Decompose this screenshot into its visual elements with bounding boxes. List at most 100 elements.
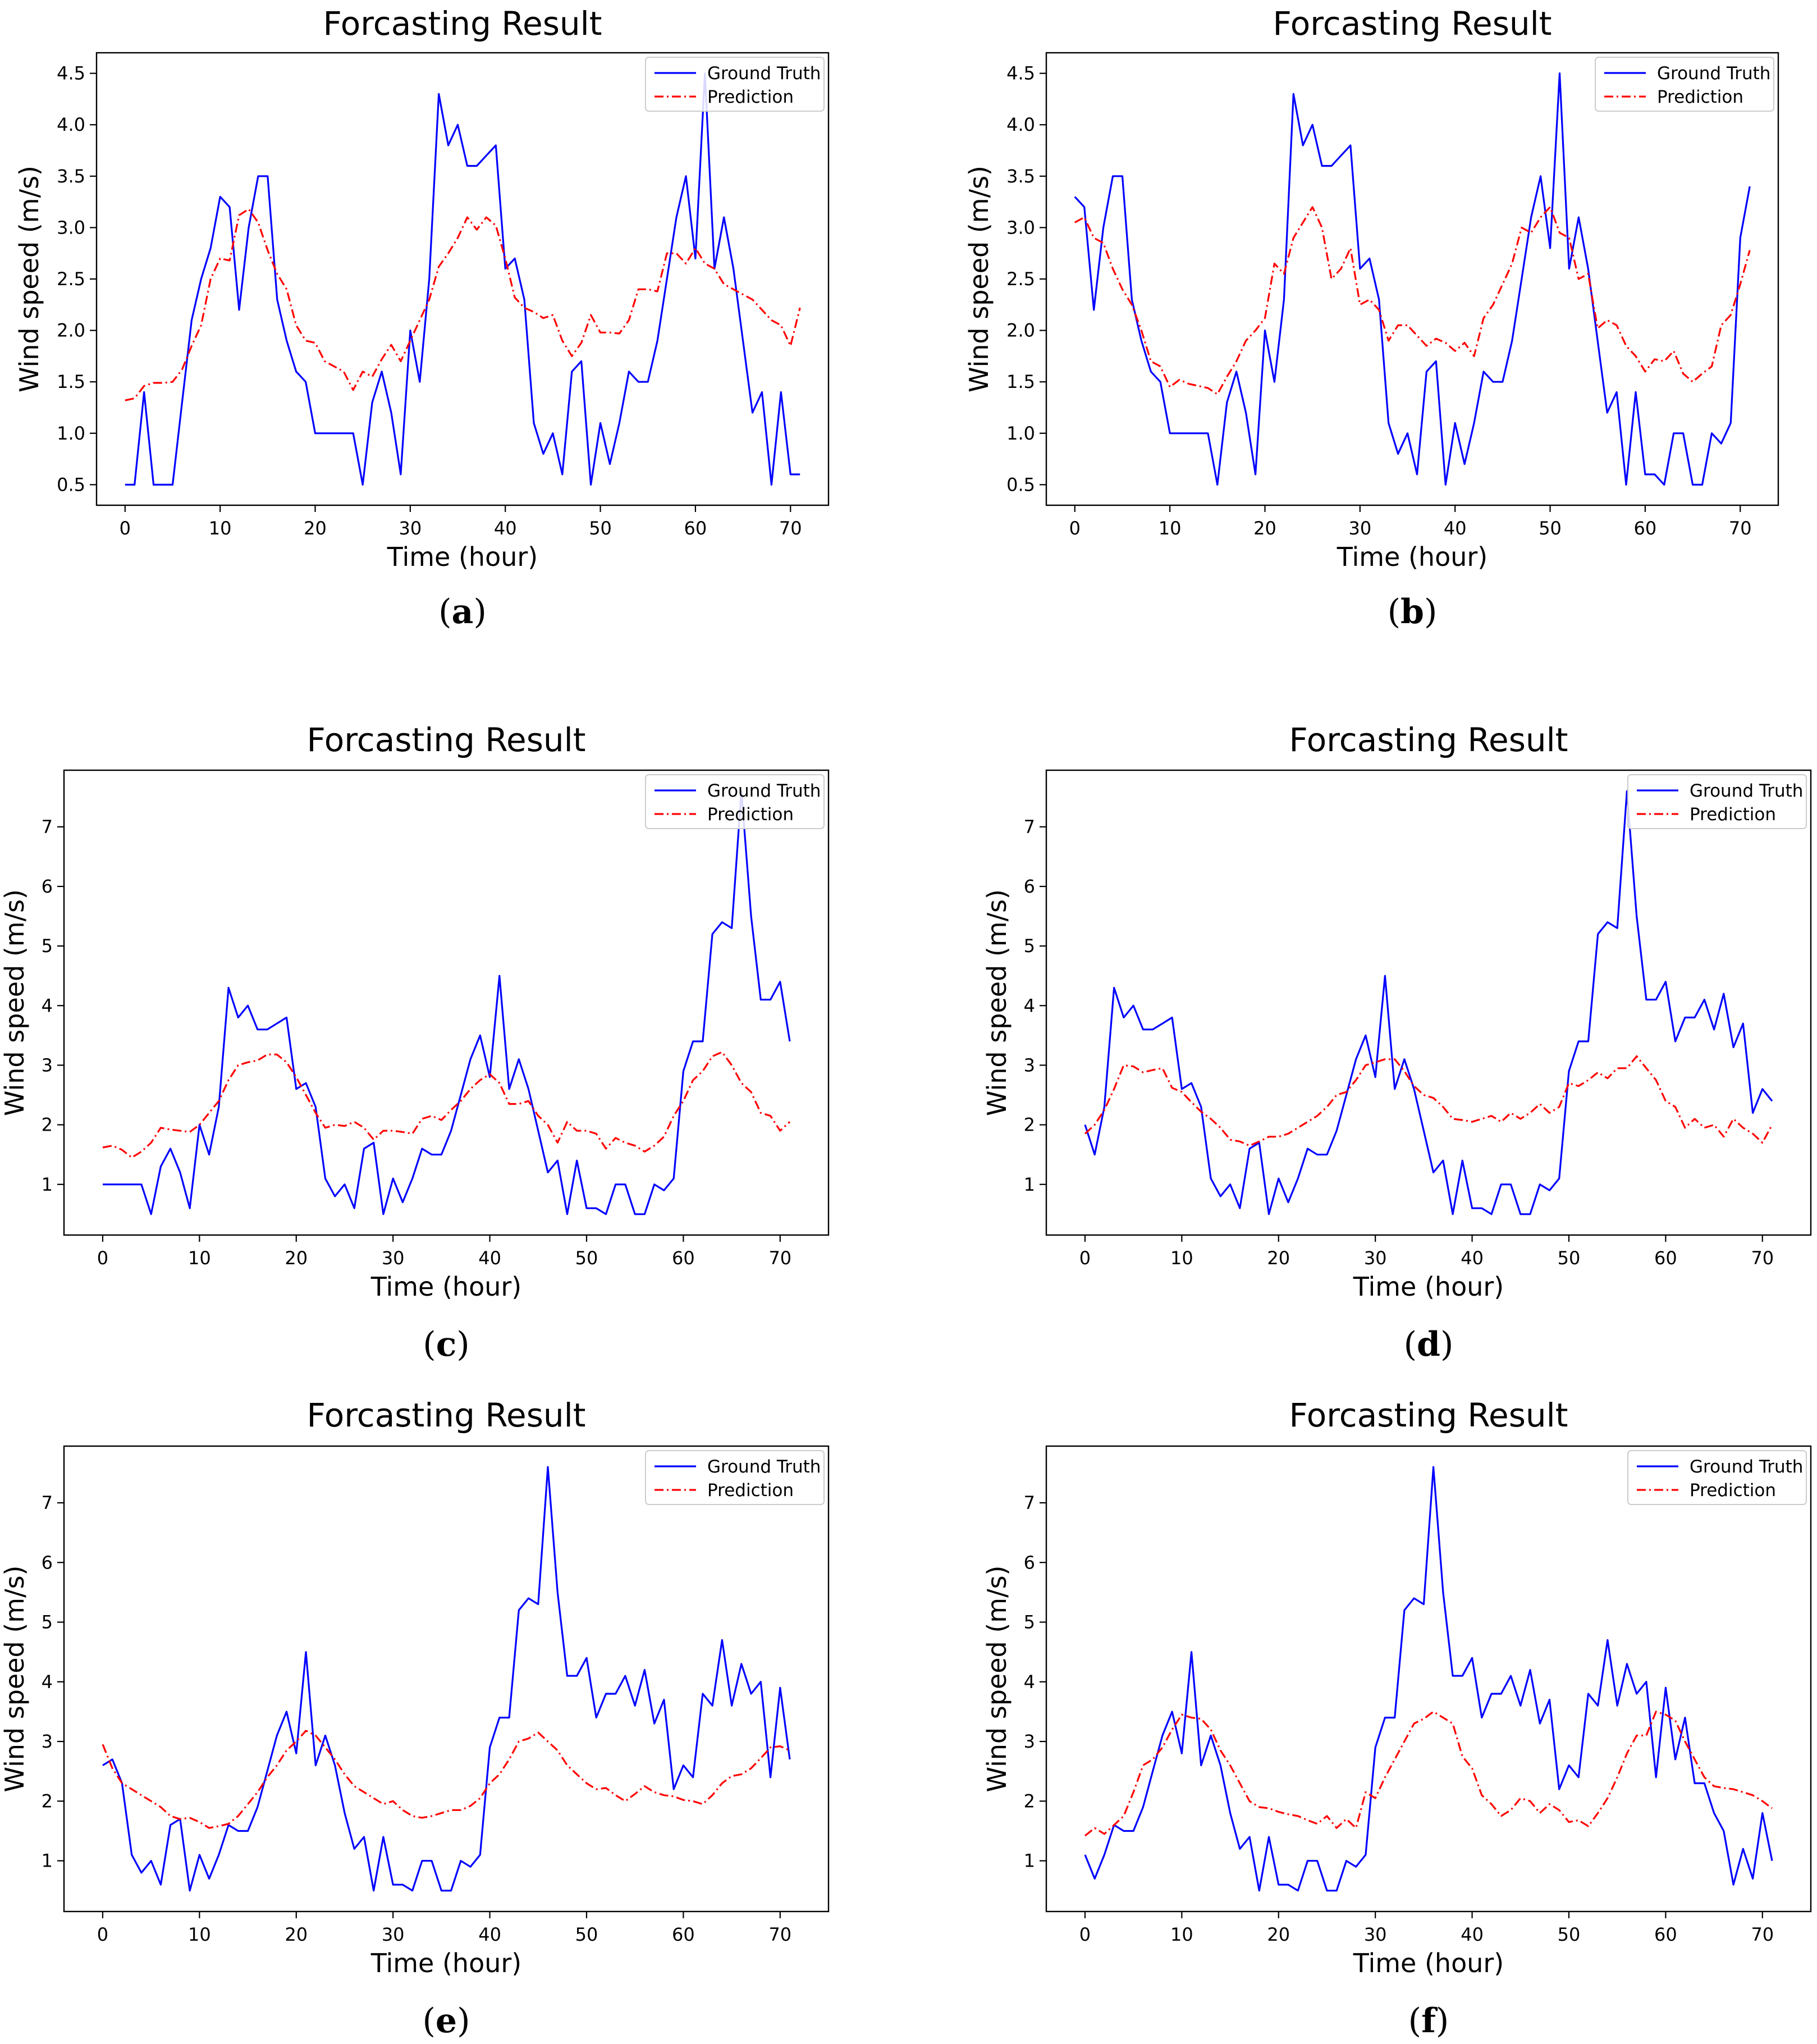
x-tick-label: 20 <box>285 1247 308 1269</box>
y-tick-label: 0.5 <box>57 474 85 495</box>
panel-label: (e) <box>422 2001 470 2041</box>
x-tick-label: 10 <box>1170 1247 1193 1269</box>
x-tick-label: 30 <box>382 1247 405 1269</box>
legend-entry: Prediction <box>707 87 794 107</box>
prediction-line <box>102 1051 791 1159</box>
prediction-line <box>102 1730 790 1829</box>
y-tick-label: 2 <box>1024 1790 1035 1812</box>
x-tick-label: 70 <box>779 518 802 539</box>
chart-panel-c: Forcasting Result 0 10 20 30 40 50 60 70 1 2 3 4 5 6 7 T… <box>0 721 830 1364</box>
x-tick-label: 60 <box>1654 1924 1677 1945</box>
legend-entry: Prediction <box>707 804 794 825</box>
plot-frame <box>1045 769 1812 1236</box>
y-tick-label: 3 <box>1024 1731 1035 1752</box>
x-tick-label: 0 <box>1079 1924 1091 1945</box>
y-tick-label: 7 <box>1024 1492 1035 1513</box>
plot-frame <box>63 769 830 1236</box>
legend-entry: Ground Truth <box>707 781 821 801</box>
y-tick-label: 6 <box>1024 1552 1035 1573</box>
ground-truth-line <box>1084 1466 1773 1892</box>
legend-box <box>1595 57 1774 112</box>
x-tick-label: 70 <box>768 1247 791 1269</box>
prediction-line <box>1084 1711 1773 1837</box>
y-tick-label: 7 <box>42 1492 53 1513</box>
legend-entry: Ground Truth <box>707 63 821 84</box>
y-tick-label: 3.5 <box>57 166 85 187</box>
legend: Ground Truth Prediction <box>645 57 825 112</box>
legend: Ground Truth Prediction <box>645 774 825 829</box>
chart-title: Forcasting Result <box>306 1396 585 1434</box>
y-tick-label: 3.0 <box>57 217 85 238</box>
y-axis-label: Wind speed (m/s) <box>982 889 1012 1116</box>
x-axis-label: Time (hour) <box>1353 1272 1504 1302</box>
x-tick-label: 50 <box>589 518 612 539</box>
x-tick-label: 70 <box>768 1924 791 1945</box>
y-tick-label: 1 <box>1024 1850 1035 1872</box>
y-tick-label: 4 <box>42 995 53 1016</box>
chart-panel-b: Forcasting Result 0 10 20 30 40 50 60 70 0.5 1.0 1.… <box>964 4 1779 632</box>
x-tick-label: 30 <box>1348 518 1371 539</box>
y-tick-label: 3 <box>42 1054 53 1076</box>
chart-title: Forcasting Result <box>323 4 602 43</box>
x-tick-label: 20 <box>1267 1924 1290 1945</box>
y-tick-label: 0.5 <box>1006 474 1035 495</box>
x-tick-label: 40 <box>1461 1924 1484 1945</box>
ground-truth-line <box>1084 790 1773 1215</box>
legend-entry: Prediction <box>1690 804 1776 825</box>
chart-panel-f: Forcasting Result 0 10 20 30 40 50 60 70 1 2 3 4 5 6 7 T… <box>982 1396 1812 2041</box>
y-tick-label: 5 <box>1024 935 1035 957</box>
legend-entry: Prediction <box>1657 87 1743 107</box>
y-axis-label: Wind speed (m/s) <box>0 889 30 1116</box>
plot-frame <box>63 1445 830 1913</box>
x-tick-label: 50 <box>575 1924 598 1945</box>
y-tick-label: 4 <box>1024 995 1035 1016</box>
x-tick-label: 70 <box>1729 518 1752 539</box>
x-tick-label: 10 <box>1170 1924 1193 1945</box>
legend-entry: Ground Truth <box>1690 781 1803 801</box>
x-tick-label: 40 <box>494 518 517 539</box>
y-axis-label: Wind speed (m/s) <box>0 1566 30 1792</box>
y-axis-label: Wind speed (m/s) <box>982 1566 1012 1792</box>
y-tick-label: 4.0 <box>57 114 85 135</box>
panel-label: (b) <box>1388 592 1438 632</box>
y-tick-label: 1.0 <box>57 423 85 444</box>
x-tick-label: 20 <box>1267 1247 1290 1269</box>
legend: Ground Truth Prediction <box>1595 57 1774 112</box>
y-tick-label: 4 <box>1024 1671 1035 1693</box>
legend: Ground Truth Prediction <box>645 1450 825 1505</box>
prediction-line <box>1074 206 1751 395</box>
x-tick-label: 40 <box>478 1247 501 1269</box>
legend-entry: Ground Truth <box>1657 63 1770 84</box>
y-tick-label: 6 <box>1024 876 1035 897</box>
y-tick-label: 1.0 <box>1006 423 1035 444</box>
y-tick-label: 1.5 <box>1006 371 1035 392</box>
legend-box <box>645 774 825 829</box>
y-tick-label: 2 <box>42 1790 53 1812</box>
y-tick-label: 4 <box>42 1671 53 1693</box>
x-axis-label: Time (hour) <box>1353 1948 1504 1978</box>
x-tick-label: 0 <box>97 1924 108 1945</box>
x-tick-label: 10 <box>1159 518 1182 539</box>
y-tick-label: 2 <box>42 1114 53 1136</box>
prediction-line <box>1084 1055 1773 1147</box>
legend-box <box>645 57 825 112</box>
y-axis-label: Wind speed (m/s) <box>964 166 994 392</box>
x-tick-label: 60 <box>684 518 707 539</box>
chart-title: Forcasting Result <box>1289 721 1568 759</box>
panel-label: (c) <box>423 1325 469 1364</box>
x-tick-label: 60 <box>1634 518 1657 539</box>
legend-entry: Ground Truth <box>707 1457 821 1477</box>
y-tick-label: 4.5 <box>1006 63 1035 84</box>
y-tick-label: 2.5 <box>57 268 85 290</box>
y-tick-label: 3 <box>1024 1054 1035 1076</box>
y-tick-label: 7 <box>42 816 53 838</box>
y-tick-label: 5 <box>1024 1612 1035 1633</box>
chart-title: Forcasting Result <box>1273 4 1551 43</box>
x-tick-label: 0 <box>97 1247 108 1269</box>
x-tick-label: 30 <box>382 1924 405 1945</box>
chart-panel-a: Forcasting Result 0 10 20 30 40 50 60 70 0.5 1.0 1.… <box>14 4 830 632</box>
y-axis-label: Wind speed (m/s) <box>14 166 44 392</box>
x-tick-label: 30 <box>1364 1247 1387 1269</box>
